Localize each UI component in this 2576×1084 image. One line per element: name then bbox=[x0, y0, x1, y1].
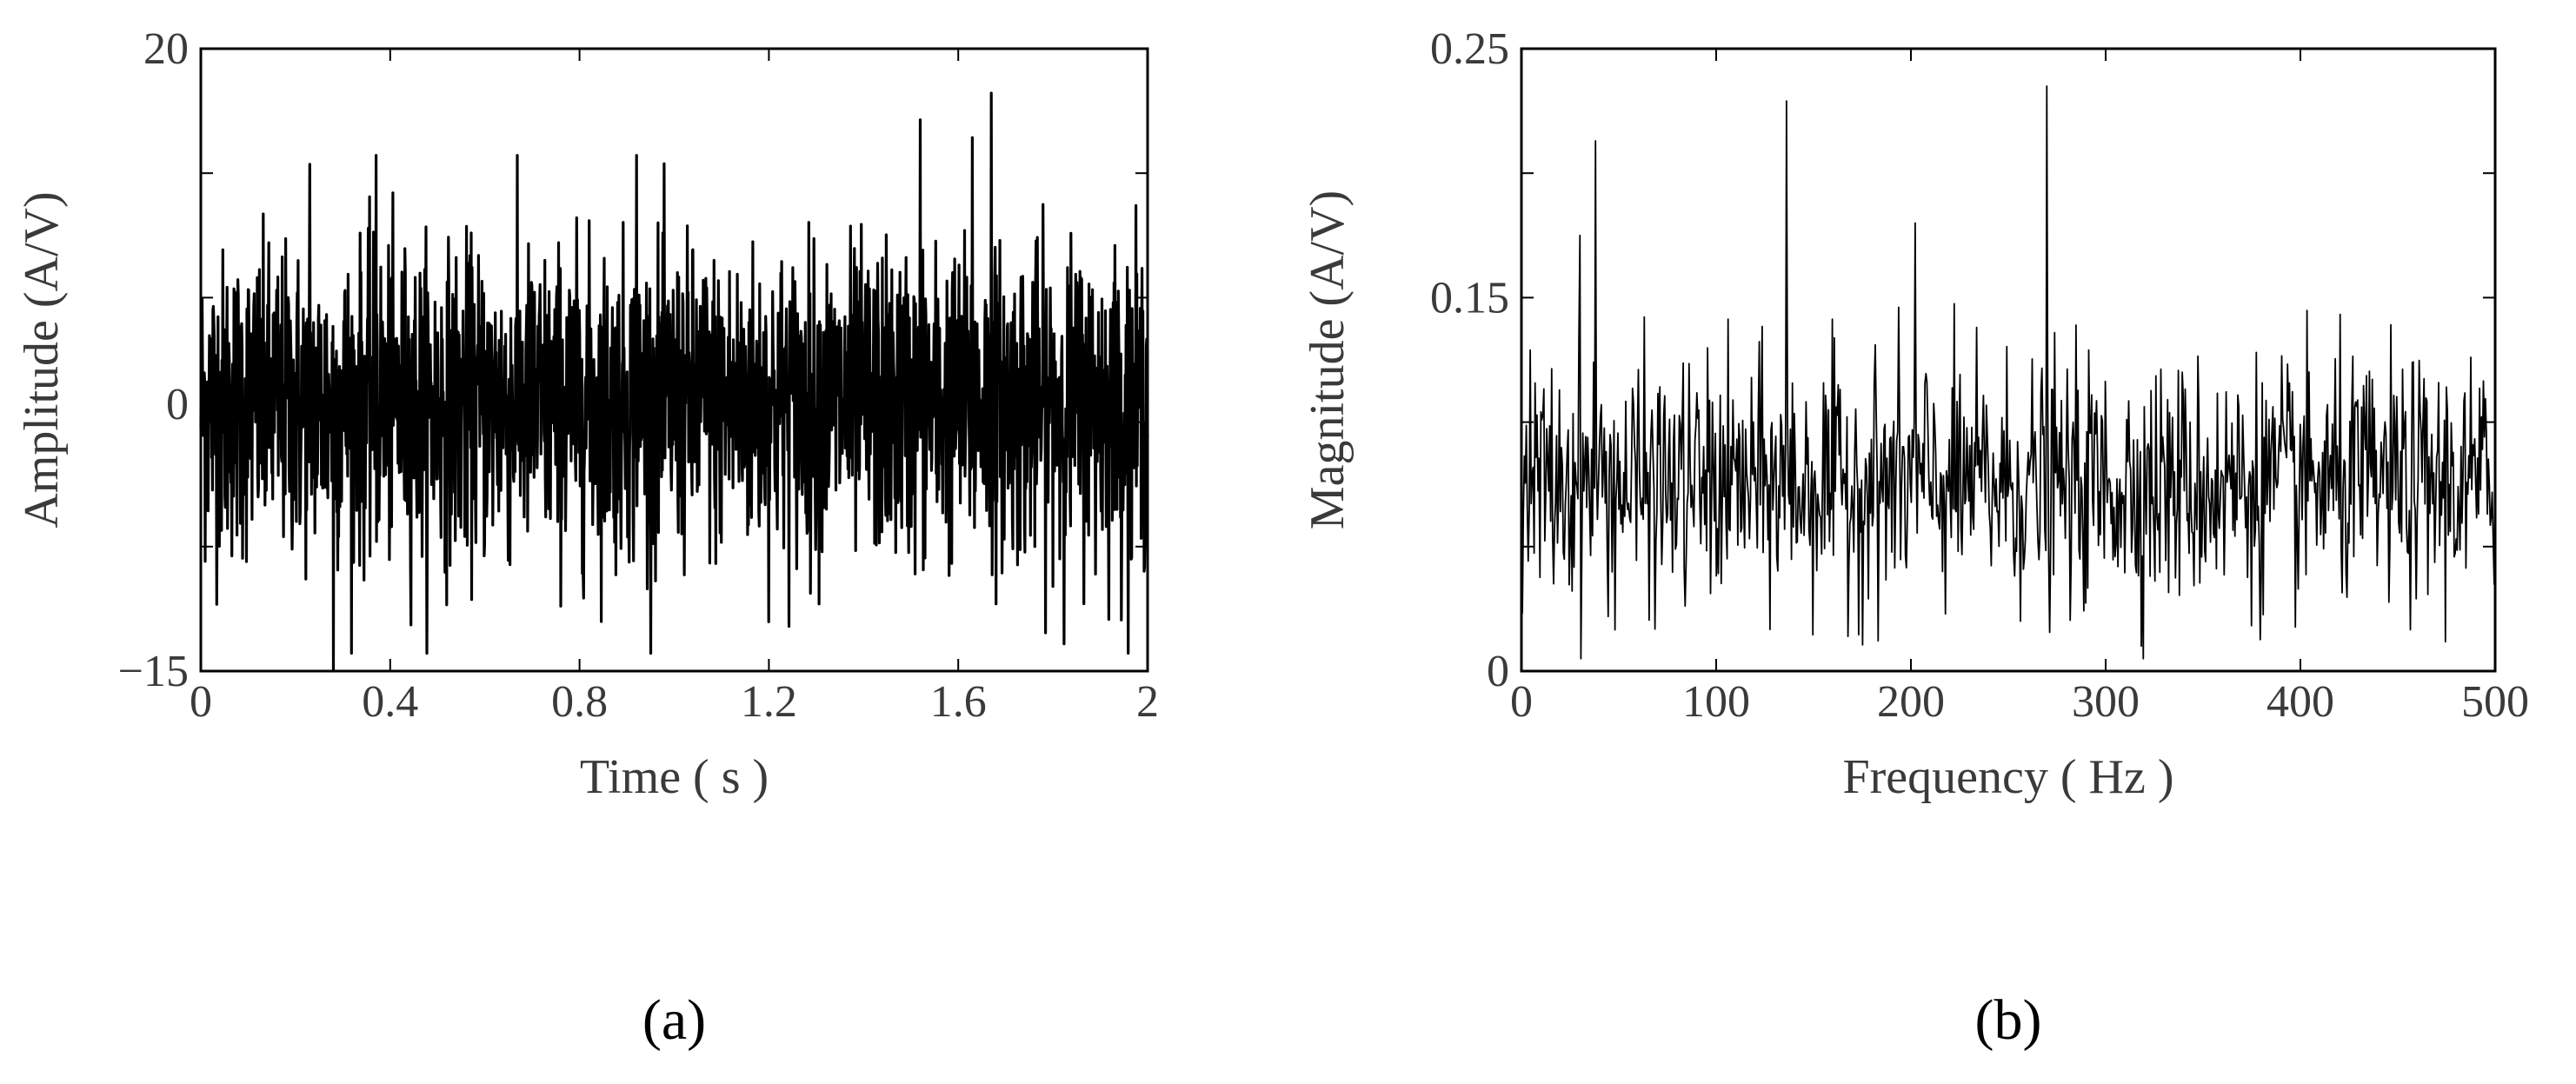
x-tick-label: 1.2 bbox=[741, 677, 797, 727]
panel-a-y-tick-labels: 20 0 −15 bbox=[118, 24, 189, 696]
panel-b-ticks bbox=[1521, 48, 2496, 672]
y-tick-label: 20 bbox=[143, 24, 189, 74]
x-tick-label: 0.4 bbox=[362, 677, 418, 727]
y-tick-label: 0 bbox=[166, 380, 189, 429]
panel-b-label: (b) bbox=[1975, 988, 2042, 1052]
y-tick-label: 0 bbox=[1487, 647, 1509, 696]
y-tick-label: 0.25 bbox=[1430, 24, 1509, 74]
amplitude-line bbox=[199, 91, 1149, 673]
panel-b-plot-frame bbox=[1520, 47, 2497, 673]
panel-b-x-tick-labels: 0 100 200 300 400 500 bbox=[1510, 677, 2529, 727]
panel-a-y-axis-label: Amplitude (A/V) bbox=[15, 191, 69, 528]
magnitude-line bbox=[1521, 85, 2496, 660]
panel-a-ticks bbox=[200, 48, 1148, 672]
x-tick-label: 0.8 bbox=[551, 677, 608, 727]
x-tick-label: 1.6 bbox=[930, 677, 987, 727]
spectrum-series bbox=[1521, 85, 2496, 660]
x-tick-label: 0 bbox=[1510, 677, 1533, 727]
panel-b-y-axis-label: Magnitude (A/V) bbox=[1301, 190, 1355, 529]
panel-a-label: (a) bbox=[642, 988, 706, 1052]
x-tick-label: 2 bbox=[1136, 677, 1159, 727]
time-signal-series bbox=[199, 91, 1149, 673]
x-tick-label: 400 bbox=[2266, 677, 2334, 727]
panel-b-y-tick-labels: 0.25 0.15 0 bbox=[1430, 24, 1509, 696]
x-tick-label: 500 bbox=[2461, 677, 2529, 727]
panel-b-x-axis-label: Frequency ( Hz ) bbox=[1843, 750, 2174, 804]
panel-a-x-axis-label: Time ( s ) bbox=[580, 750, 769, 804]
x-tick-label: 300 bbox=[2072, 677, 2140, 727]
x-tick-label: 100 bbox=[1682, 677, 1750, 727]
panel-a: 0 0.4 0.8 1.2 1.6 2 200−15 Time ( s ) Amplitu… bbox=[15, 24, 1159, 1052]
panel-a-plot-frame bbox=[199, 47, 1149, 673]
y-tick-label: 0.15 bbox=[1430, 273, 1509, 323]
x-tick-label: 200 bbox=[1877, 677, 1945, 727]
x-tick-label: 0 bbox=[190, 677, 212, 727]
panel-b: 0 100 200 300 400 500 0.25 0.15 0 Frequency ( H… bbox=[1301, 24, 2529, 1052]
y-tick-label: −15 bbox=[118, 647, 189, 696]
panel-a-x-tick-labels: 0 0.4 0.8 1.2 1.6 2 bbox=[190, 677, 1159, 727]
